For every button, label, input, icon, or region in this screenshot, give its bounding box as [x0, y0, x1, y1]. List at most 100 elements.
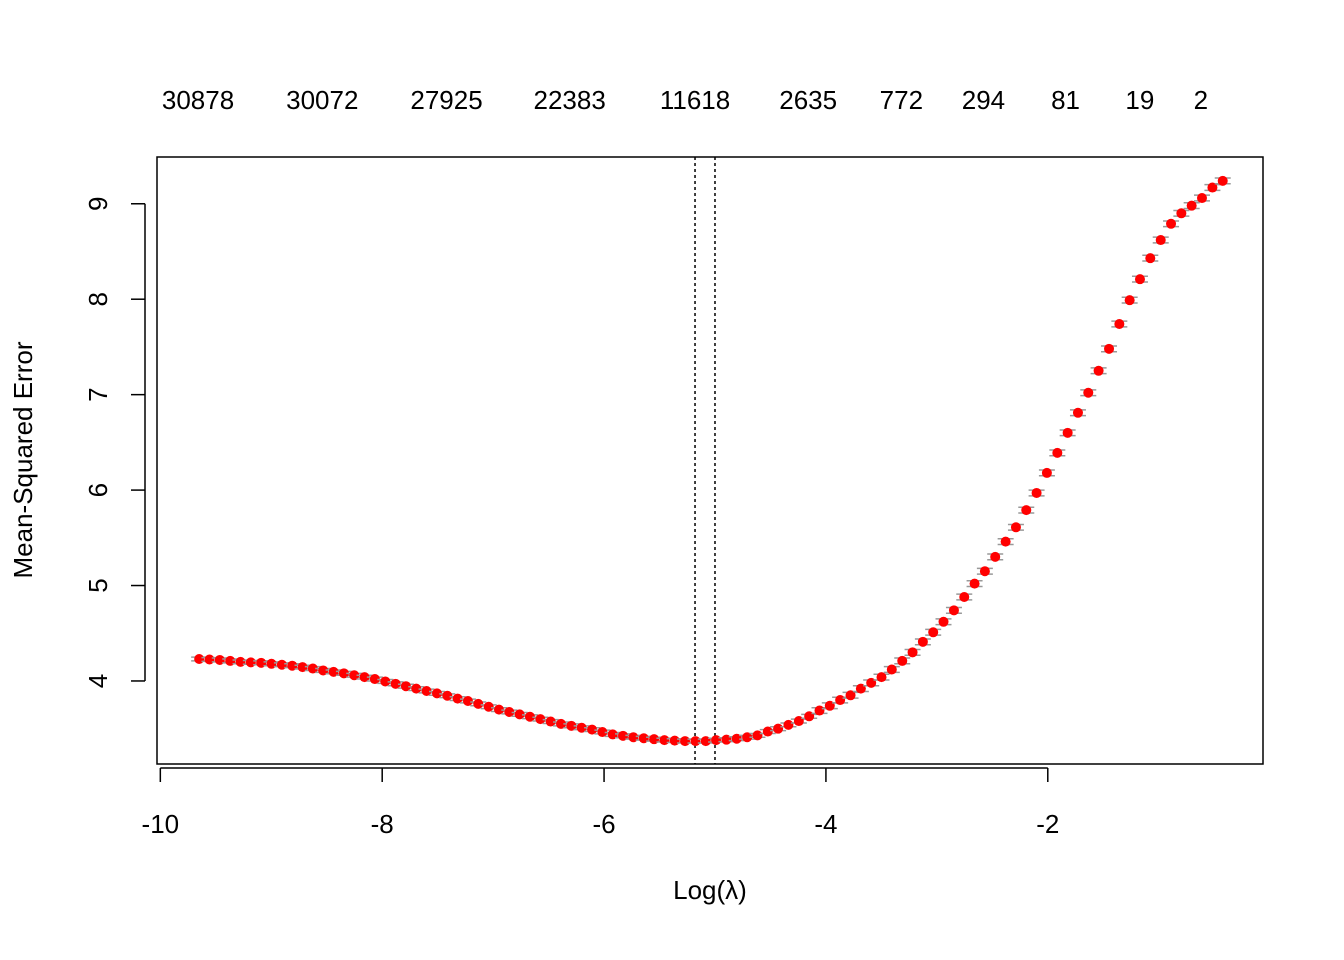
point	[194, 654, 205, 665]
point	[886, 664, 897, 675]
point	[1186, 200, 1197, 211]
x-tick-label: -6	[592, 809, 615, 839]
top-tick-label: 81	[1051, 85, 1080, 115]
top-tick-label: 2	[1194, 85, 1208, 115]
point	[897, 655, 908, 666]
point	[783, 719, 794, 730]
point	[1196, 193, 1207, 204]
point	[328, 666, 339, 677]
point	[659, 735, 670, 746]
point	[607, 729, 618, 740]
point	[524, 711, 535, 722]
point	[1072, 407, 1083, 418]
point	[462, 696, 473, 707]
x-tick-label: -8	[371, 809, 394, 839]
point	[814, 705, 825, 716]
point	[349, 670, 360, 681]
point	[1062, 427, 1073, 438]
point	[587, 724, 598, 735]
top-tick-label: 30072	[286, 85, 358, 115]
point	[835, 695, 846, 706]
top-tick-label: 27925	[410, 85, 482, 115]
top-tick-label: 2635	[779, 85, 837, 115]
point	[1207, 182, 1218, 193]
point	[307, 663, 318, 674]
x-tick-label: -4	[814, 809, 837, 839]
top-tick-label: 11618	[660, 85, 730, 115]
y-tick-label: 4	[83, 674, 113, 688]
point	[442, 690, 453, 701]
point	[845, 690, 856, 701]
top-tick-label: 294	[962, 85, 1005, 115]
point	[494, 704, 505, 715]
point	[1021, 505, 1032, 516]
point	[338, 668, 349, 679]
point	[1083, 387, 1094, 398]
top-tick-label: 22383	[534, 85, 606, 115]
point	[690, 736, 701, 747]
point	[483, 701, 494, 712]
point	[752, 730, 763, 741]
x-tick-label: -2	[1036, 809, 1059, 839]
top-tick-label: 30878	[162, 85, 234, 115]
point	[245, 657, 256, 668]
point	[204, 654, 215, 665]
point	[1124, 295, 1135, 306]
point	[1010, 522, 1021, 533]
x-tick-label: -10	[142, 809, 180, 839]
point	[1145, 253, 1156, 264]
point	[938, 616, 949, 627]
point	[680, 736, 691, 747]
point	[400, 681, 411, 692]
y-tick-label: 5	[83, 578, 113, 592]
point	[1031, 487, 1042, 498]
point	[390, 678, 401, 689]
plot-box	[156, 156, 1264, 765]
y-axis-label: Mean-Squared Error	[8, 341, 38, 578]
point	[380, 676, 391, 687]
y-tick-label: 9	[83, 197, 113, 211]
point	[545, 716, 556, 727]
point	[1052, 447, 1063, 458]
point	[907, 647, 918, 658]
point	[535, 714, 546, 725]
point	[318, 665, 329, 676]
point	[421, 685, 432, 696]
point	[473, 698, 484, 709]
point	[1155, 235, 1166, 246]
point	[979, 566, 990, 577]
point	[297, 662, 308, 673]
point	[773, 723, 784, 734]
top-tick-label: 772	[880, 85, 923, 115]
point	[1114, 319, 1125, 330]
point	[359, 672, 370, 683]
point	[235, 656, 246, 667]
point	[369, 674, 380, 685]
point	[431, 688, 442, 699]
y-tick-label: 8	[83, 292, 113, 306]
point	[452, 693, 463, 704]
point	[669, 735, 680, 746]
point	[731, 733, 742, 744]
point	[948, 605, 959, 616]
point	[411, 683, 422, 694]
point	[876, 672, 887, 683]
point	[1166, 218, 1177, 229]
point	[742, 732, 753, 743]
point	[711, 735, 722, 746]
point	[556, 718, 567, 729]
point	[1134, 274, 1145, 285]
point	[969, 578, 980, 589]
point	[576, 722, 587, 733]
point	[1041, 467, 1052, 478]
point	[990, 551, 1001, 562]
point	[959, 591, 970, 602]
x-axis-label: Log(λ)	[673, 875, 747, 905]
point	[504, 706, 515, 717]
point	[762, 726, 773, 737]
point	[1093, 365, 1104, 376]
point	[514, 709, 525, 720]
point	[928, 627, 939, 638]
point	[597, 727, 608, 738]
